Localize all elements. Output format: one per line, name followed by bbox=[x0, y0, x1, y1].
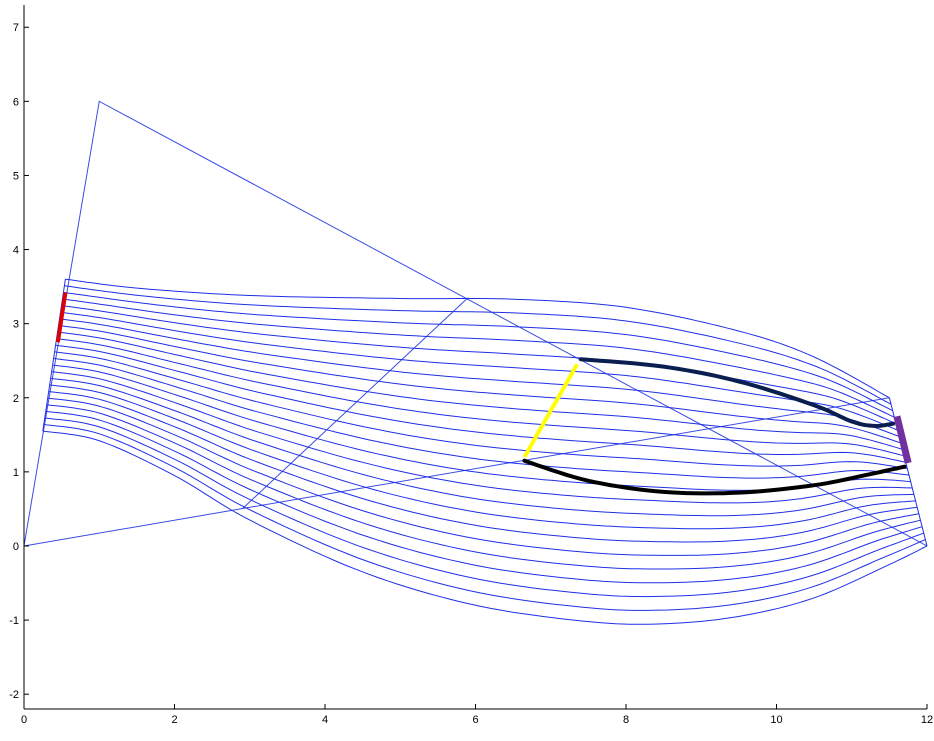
family-curve-15 bbox=[50, 377, 914, 517]
family-curve-19 bbox=[46, 404, 921, 570]
family-curve-6 bbox=[59, 318, 900, 437]
curve-family-group bbox=[42, 278, 928, 625]
navy-highlight-curve bbox=[578, 357, 896, 429]
family-curve-23 bbox=[42, 430, 928, 625]
y-tick-label: 6 bbox=[13, 96, 19, 108]
x-tick-label: 4 bbox=[322, 714, 328, 726]
x-tick-label: 12 bbox=[921, 714, 933, 726]
y-tick-label: 2 bbox=[13, 393, 19, 405]
frame-line-2 bbox=[241, 297, 469, 510]
frame-lines-group bbox=[23, 100, 928, 547]
yellow-segment bbox=[522, 363, 579, 459]
frame-line-0 bbox=[23, 100, 928, 547]
x-tick-label: 10 bbox=[770, 714, 782, 726]
family-curve-4 bbox=[61, 305, 897, 424]
y-tick-label: 1 bbox=[13, 467, 19, 479]
y-tick-label: 3 bbox=[13, 319, 19, 331]
family-curve-2 bbox=[63, 291, 893, 412]
family-curve-11 bbox=[54, 351, 908, 470]
x-tick-label: 2 bbox=[171, 714, 177, 726]
y-tick-label: -1 bbox=[9, 615, 19, 627]
family-curve-7 bbox=[58, 324, 901, 444]
black-highlight-curve bbox=[522, 458, 907, 496]
family-curve-22 bbox=[43, 424, 926, 611]
family-curve-8 bbox=[57, 331, 903, 450]
family-curve-20 bbox=[45, 410, 923, 584]
red-segment bbox=[55, 292, 68, 343]
family-curve-10 bbox=[55, 344, 906, 463]
x-tick-label: 0 bbox=[21, 714, 27, 726]
family-curve-18 bbox=[47, 397, 919, 556]
family-curve-17 bbox=[48, 391, 918, 543]
frame-line-1 bbox=[23, 397, 890, 547]
family-curve-9 bbox=[56, 338, 905, 457]
y-tick-label: -2 bbox=[9, 689, 19, 701]
y-tick-label: 7 bbox=[13, 22, 19, 34]
highlight-group bbox=[55, 292, 912, 496]
family-curve-21 bbox=[44, 417, 924, 598]
family-curve-16 bbox=[49, 384, 916, 530]
family-curve-12 bbox=[53, 357, 910, 479]
family-curve-5 bbox=[60, 311, 898, 431]
family-curve-3 bbox=[62, 298, 895, 418]
family-curve-1 bbox=[64, 285, 892, 405]
y-tick-label: 4 bbox=[13, 245, 19, 257]
x-tick-label: 8 bbox=[623, 714, 629, 726]
y-tick-label: 5 bbox=[13, 170, 19, 182]
family-curve-13 bbox=[52, 364, 911, 491]
purple-segment bbox=[893, 415, 912, 464]
family-curve-14 bbox=[51, 371, 913, 504]
x-tick-label: 6 bbox=[472, 714, 478, 726]
y-tick-label: 0 bbox=[13, 541, 19, 553]
family-curve-0 bbox=[65, 278, 890, 399]
